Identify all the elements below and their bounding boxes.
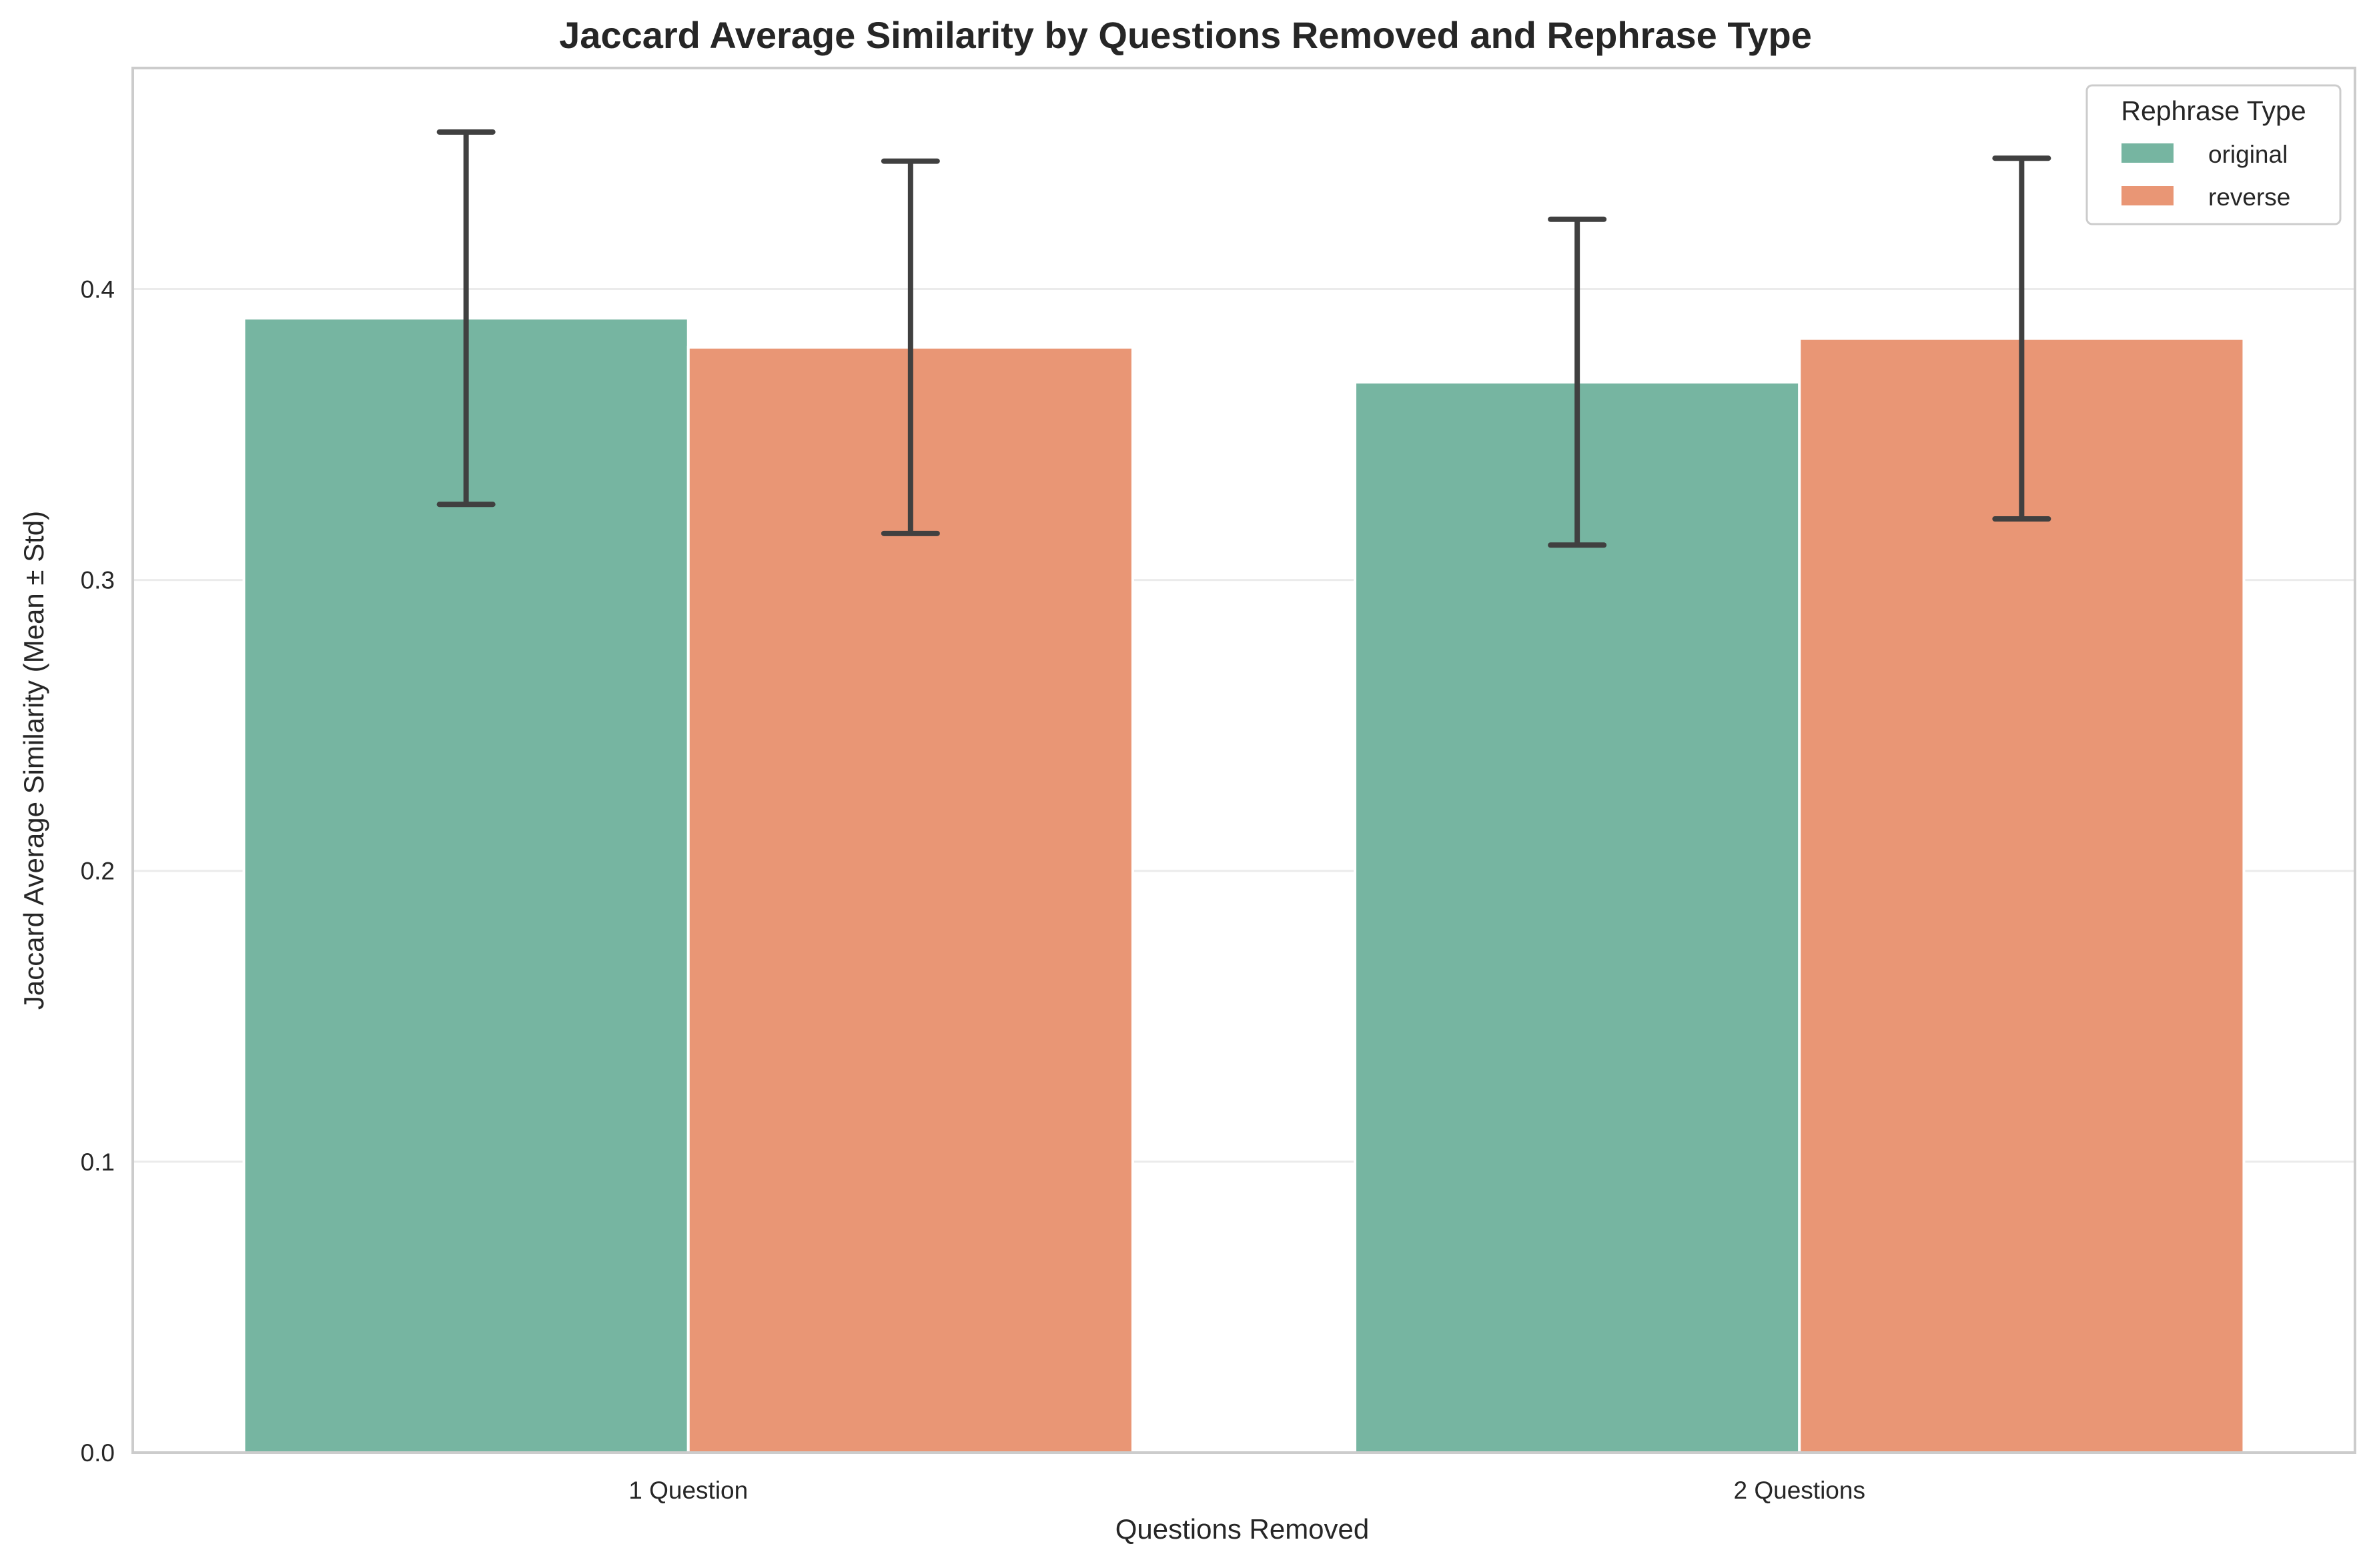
legend-title: Rephrase Type (2121, 95, 2306, 126)
y-tick-label: 0.1 (81, 1148, 115, 1176)
y-tick-label: 0.2 (81, 858, 115, 885)
bar-original-2 (1354, 381, 1801, 1454)
legend-swatch-reverse (2121, 186, 2174, 205)
y-tick-labels: 0.0 0.1 0.2 0.3 0.4 (81, 275, 115, 1467)
plot-frame (131, 67, 2356, 1454)
legend-label-original: original (2208, 141, 2288, 168)
legend-label-reverse: reverse (2208, 183, 2290, 211)
legend: Rephrase Type original reverse (2085, 84, 2342, 225)
y-tick-label: 0.3 (81, 567, 115, 594)
y-axis-label: Jaccard Average Similarity (Mean ± Std) (18, 511, 49, 1010)
y-tick-label: 0.4 (81, 275, 115, 303)
y-tick-label: 0.0 (81, 1439, 115, 1467)
legend-items: original reverse (2121, 141, 2290, 211)
chart-title: Jaccard Average Similarity by Questions … (559, 14, 1812, 56)
x-axis-label: Questions Removed (1115, 1513, 1370, 1545)
x-tick-label: 1 Question (628, 1477, 748, 1504)
x-tick-labels: 1 Question 2 Questions (628, 1477, 1865, 1504)
error-bars (436, 129, 2051, 548)
x-tick-label: 2 Questions (1734, 1477, 1865, 1504)
legend-swatch-original (2121, 143, 2174, 163)
bar-original-1 (242, 317, 690, 1454)
bar-reverse-2 (1798, 337, 2246, 1454)
